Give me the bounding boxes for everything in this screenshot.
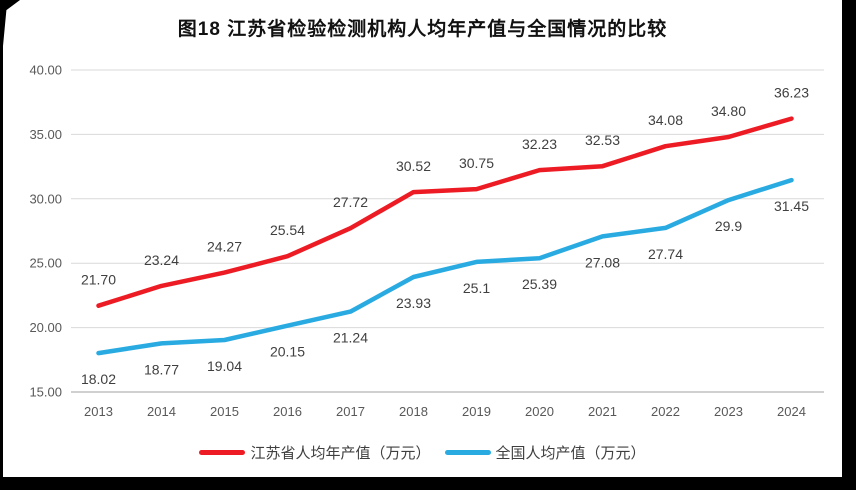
x-tick-label: 2024	[777, 404, 806, 419]
data-point-label: 23.24	[144, 252, 179, 268]
x-tick-label: 2013	[84, 404, 113, 419]
data-point-label: 18.02	[81, 371, 116, 387]
y-tick-label: 35.00	[29, 127, 62, 142]
y-tick-label: 30.00	[29, 191, 62, 206]
legend-line-sample-jiangsu	[199, 449, 246, 455]
chart-panel: 图18 江苏省检验检测机构人均年产值与全国情况的比较 15.00 20.00 25.…	[3, 0, 842, 477]
y-tick-label: 40.00	[29, 63, 62, 78]
legend-label-national: 全国人均产值（万元）	[495, 444, 646, 462]
x-tick-label: 2021	[588, 404, 617, 419]
data-point-label: 24.27	[207, 239, 242, 255]
data-point-label: 25.54	[270, 222, 305, 238]
x-tick-label: 2020	[525, 404, 554, 419]
legend-label-jiangsu: 江苏省人均年产值（万元）	[250, 444, 431, 462]
x-tick-label: 2019	[462, 404, 491, 419]
chart-title: 图18 江苏省检验检测机构人均年产值与全国情况的比较	[177, 19, 668, 40]
data-point-label: 27.72	[333, 194, 368, 210]
chart-canvas: 15.00 20.00 25.00 30.00 35.00 40.00 2013 2014 20…	[29, 63, 824, 419]
y-tick-label: 25.00	[29, 256, 62, 271]
data-point-label: 20.15	[270, 344, 305, 360]
data-point-label: 23.93	[396, 295, 431, 311]
data-point-label: 34.80	[711, 103, 746, 119]
data-point-label: 32.23	[522, 136, 557, 152]
data-point-label: 25.39	[522, 276, 557, 292]
y-tick-label: 20.00	[29, 320, 62, 335]
data-point-label: 32.53	[585, 132, 620, 148]
x-tick-label: 2023	[714, 404, 743, 419]
data-point-label: 36.23	[774, 85, 809, 101]
x-tick-label: 2022	[651, 404, 680, 419]
x-tick-label: 2015	[210, 404, 239, 419]
legend-item-national: 全国人均产值（万元）	[444, 442, 646, 463]
data-point-label: 25.1	[463, 280, 490, 296]
legend-item-jiangsu: 江苏省人均年产值（万元）	[199, 442, 431, 463]
data-point-label: 31.45	[774, 198, 809, 214]
series-line-0	[96, 116, 794, 308]
legend-line-sample-national	[444, 449, 491, 455]
x-tick-label: 2017	[336, 404, 365, 419]
x-tick-label: 2016	[273, 404, 302, 419]
data-point-label: 19.04	[207, 358, 242, 374]
data-point-label: 29.9	[715, 218, 742, 234]
data-point-label: 27.74	[648, 246, 683, 262]
data-point-label: 30.75	[459, 155, 494, 171]
series-line-1	[96, 177, 794, 356]
data-point-label: 34.08	[648, 112, 683, 128]
chart-legend: 江苏省人均年产值（万元） 全国人均产值（万元）	[3, 440, 842, 464]
x-tick-label: 2014	[147, 404, 176, 419]
data-point-label: 18.77	[144, 361, 179, 377]
data-point-label: 27.08	[585, 254, 620, 270]
data-point-label: 21.24	[333, 330, 368, 346]
data-point-label: 30.52	[396, 158, 431, 174]
data-point-label: 21.70	[81, 272, 116, 288]
y-tick-label: 15.00	[29, 385, 62, 400]
x-tick-label: 2018	[399, 404, 428, 419]
